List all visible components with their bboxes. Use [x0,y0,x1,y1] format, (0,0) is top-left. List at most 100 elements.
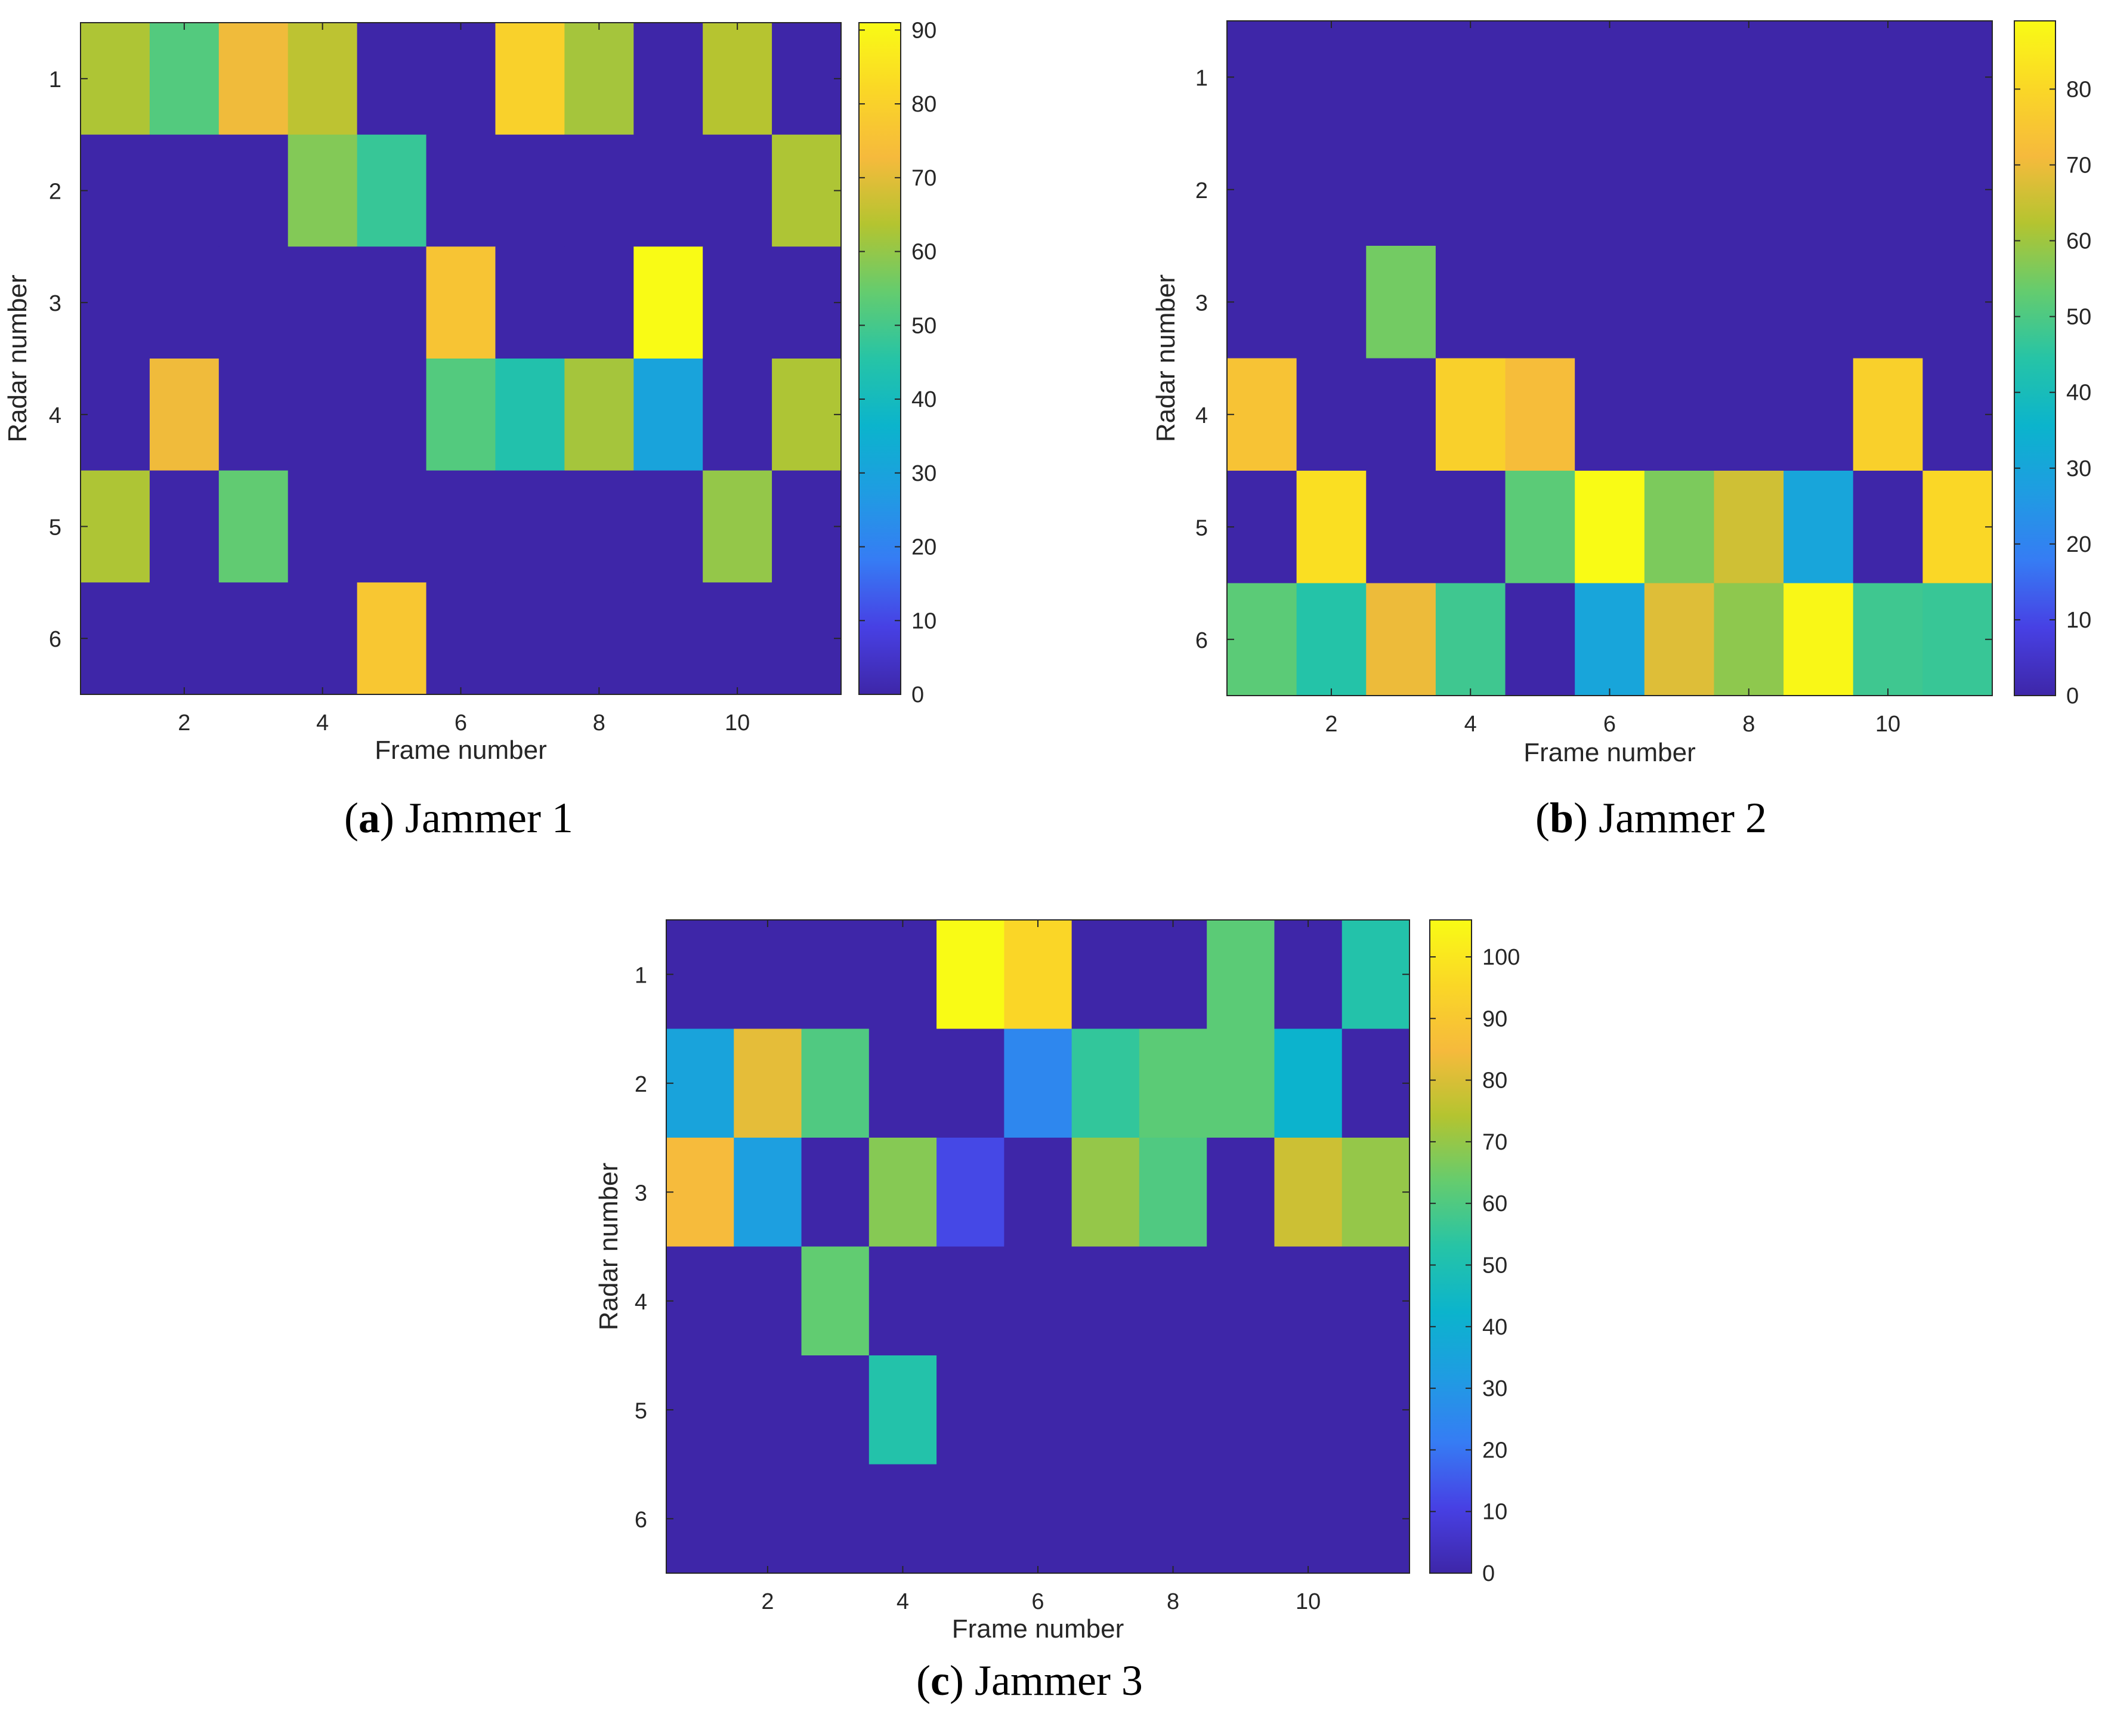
heatmap-cell [772,582,842,695]
heatmap-cell [1435,246,1506,359]
heatmap-cell [1575,358,1645,471]
y-tick-label: 3 [635,1181,647,1206]
heatmap-cell [1207,1246,1275,1356]
heatmap-cell [426,246,496,359]
heatmap-cell [426,23,496,135]
heatmap-cell [1575,471,1645,584]
heatmap-cell [801,1028,870,1138]
colorbar-tick-label: 20 [2066,532,2091,557]
heatmap-cell [495,359,565,471]
heatmap-cell [1644,583,1715,696]
colorbar [1429,919,1472,1574]
heatmap-cell [357,246,427,359]
heatmap-cell [1341,1355,1410,1465]
y-tick-label: 6 [1195,628,1208,653]
y-tick-label: 2 [1195,178,1208,203]
heatmap-cell [1783,471,1854,584]
colorbar [2014,20,2056,696]
heatmap-cell [1071,920,1140,1030]
heatmap-cell [1274,1464,1343,1574]
heatmap-cell [426,470,496,583]
heatmap-cell [1227,246,1297,359]
y-axis-label: Radar number [594,1163,623,1330]
heatmap-cell [1783,133,1854,246]
x-axis-label: Frame number [375,736,547,765]
colorbar-tick-label: 0 [2066,684,2079,709]
heatmap-cell [1505,21,1575,134]
heatmap-cell [1071,1138,1140,1247]
heatmap-cell [1922,471,1993,584]
heatmap-cell [81,470,150,583]
heatmap-cell [1071,1028,1140,1138]
heatmap-cell [1714,358,1784,471]
heatmap-cell [868,1355,937,1465]
x-tick-label: 2 [178,711,190,736]
heatmap-cell [666,920,734,1030]
heatmap-cell [149,359,220,471]
heatmap-cell [288,359,358,471]
heatmap-cell [81,359,150,471]
heatmap-cell [1004,1355,1072,1465]
heatmap-cell [1004,1464,1072,1574]
heatmap-cell [1644,471,1715,584]
panel-letter: a [358,794,380,842]
colorbar-tick-label: 50 [2066,305,2091,330]
heatmap-cell [495,23,565,135]
heatmap-cell [1644,246,1715,359]
heatmap-cell [1296,358,1367,471]
heatmap-cell [1435,583,1506,696]
heatmap-cell [801,1246,870,1356]
heatmap-cell [1341,1246,1410,1356]
heatmap-cell [801,1464,870,1574]
heatmap-cell [1853,358,1923,471]
heatmap-cell [1435,358,1506,471]
y-tick-label: 4 [635,1290,647,1315]
heatmap-cell [1207,920,1275,1030]
heatmap-cell [1296,21,1367,134]
heatmap-cell [1435,471,1506,584]
heatmap-cell [1714,583,1784,696]
heatmap-cell [1341,1028,1410,1138]
heatmap-cell [703,582,772,695]
x-tick-label: 10 [1875,712,1900,737]
x-tick-label: 2 [1325,712,1337,737]
panel-caption-text: Jammer 3 [975,1657,1143,1704]
colorbar-tick-label: 80 [911,92,936,117]
heatmap-cell [149,246,220,359]
heatmap-cell [1644,21,1715,134]
heatmap-cell [1922,358,1993,471]
heatmap-cell [564,246,634,359]
heatmap-cell [426,134,496,247]
y-tick-label: 1 [1195,66,1208,91]
colorbar-tick-label: 70 [2066,153,2091,178]
heatmap-cell [1644,133,1715,246]
heatmap-cell [1004,1246,1072,1356]
colorbar-tick-label: 80 [1482,1068,1507,1094]
heatmap-cell [357,23,427,135]
heatmap-cell [1922,133,1993,246]
panel-caption-text: Jammer 2 [1599,794,1767,842]
colorbar-tick-label: 40 [2066,381,2091,406]
y-tick-label: 2 [49,180,61,205]
colorbar-tick-label: 0 [911,682,924,708]
heatmap-cell [703,359,772,471]
heatmap-cell [703,23,772,135]
heatmap-cell [1274,1355,1343,1465]
heatmap-cell [1783,583,1854,696]
heatmap-cell [1714,133,1784,246]
heatmap-cell [81,246,150,359]
colorbar-tick-label: 10 [911,608,936,634]
x-tick-label: 6 [455,711,467,736]
colorbar-tick-label: 60 [2066,229,2091,254]
heatmap-cell [734,920,802,1030]
heatmap-cell [495,582,565,695]
heatmap-cell [1853,133,1923,246]
heatmap-cell [703,246,772,359]
x-tick-label: 6 [1603,712,1616,737]
heatmap-cell [1922,246,1993,359]
heatmap-cell [357,470,427,583]
heatmap-cell [936,1355,1004,1465]
heatmap-cell [1227,21,1297,134]
heatmap-cell [149,470,220,583]
x-tick-label: 10 [1296,1589,1321,1614]
